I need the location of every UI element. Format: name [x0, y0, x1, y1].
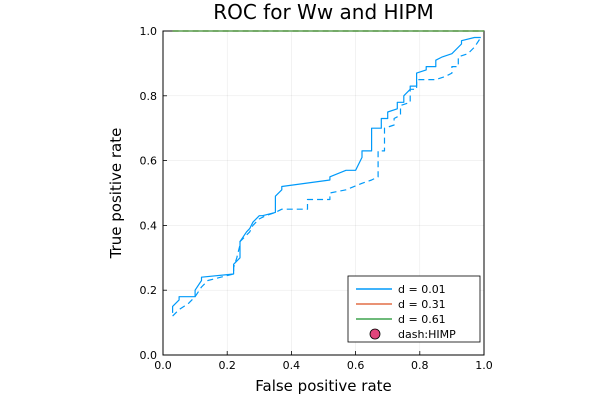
x-axis-title: False positive rate	[255, 377, 392, 395]
legend: d = 0.01 d = 0.31 d = 0.61 dash:HIMP	[347, 275, 481, 343]
legend-label: dash:HIMP	[398, 328, 456, 341]
x-tick-label: 0.4	[283, 359, 301, 372]
x-tick-label: 0.8	[411, 359, 429, 372]
x-tick-label: 0.2	[218, 359, 236, 372]
legend-label: d = 0.31	[398, 298, 446, 311]
legend-box	[347, 275, 481, 343]
y-tick-label: 0.0	[140, 349, 158, 362]
y-tick-label: 0.2	[140, 284, 158, 297]
x-tick-label: 0.6	[347, 359, 365, 372]
legend-label: d = 0.01	[398, 283, 446, 296]
series-line-2	[172, 37, 482, 317]
y-tick-label: 1.0	[140, 25, 158, 38]
x-tick-label: 0.0	[154, 359, 172, 372]
chart-title: ROC for Ww and HIPM	[213, 0, 434, 24]
y-tick-label: 0.8	[140, 90, 158, 103]
legend-label: d = 0.61	[398, 313, 446, 326]
axis-ticks: 0.0 0.2 0.4 0.6 0.8 1.0 0.0 0.2 0.4 0.6 0.8 1.0	[140, 25, 493, 372]
y-tick-label: 0.4	[140, 219, 158, 232]
x-tick-label: 1.0	[475, 359, 493, 372]
legend-marker	[369, 328, 381, 340]
y-axis-title: True positive rate	[107, 128, 125, 260]
y-tick-label: 0.6	[140, 155, 158, 168]
series-group	[172, 30, 484, 317]
